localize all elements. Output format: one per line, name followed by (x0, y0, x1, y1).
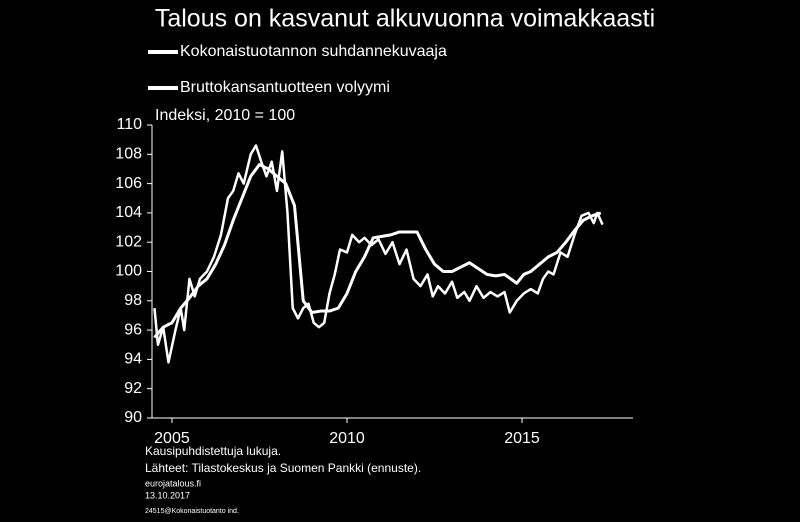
y-tick-label: 100 (115, 263, 142, 280)
x-tick-label: 2010 (329, 430, 365, 447)
x-tick-label: 2015 (504, 430, 540, 447)
note: Kausipuhdistettuja lukuja. (145, 444, 281, 458)
note: 24515@Kokonaistuotanto ind. (145, 508, 239, 515)
y-tick-label: 94 (124, 351, 142, 368)
y-tick-label: 92 (124, 380, 142, 397)
chart-title: Talous on kasvanut alkuvuonna voimakkaas… (155, 5, 655, 33)
y-tick-label: 96 (124, 321, 142, 338)
y-tick-label: 98 (124, 292, 142, 309)
y-axis-label: Indeksi, 2010 = 100 (155, 107, 295, 124)
y-tick-label: 102 (115, 233, 142, 250)
note: eurojatalous.fi (145, 478, 201, 488)
legend-label: Kokonaistuotannon suhdannekuvaaja (180, 43, 447, 60)
series-line (153, 163, 602, 339)
y-tick-label: 106 (115, 175, 142, 192)
series-line (153, 144, 604, 364)
x-tick-label: 2005 (154, 430, 190, 447)
y-tick-label: 108 (115, 146, 142, 163)
y-tick-label: 110 (116, 116, 142, 133)
y-tick-label: 90 (124, 409, 142, 426)
note: Lähteet: Tilastokeskus ja Suomen Pankki … (145, 461, 421, 475)
y-tick-label: 104 (115, 204, 142, 221)
legend-label: Bruttokansantuotteen volyymi (180, 79, 390, 96)
note: 13.10.2017 (145, 490, 190, 500)
